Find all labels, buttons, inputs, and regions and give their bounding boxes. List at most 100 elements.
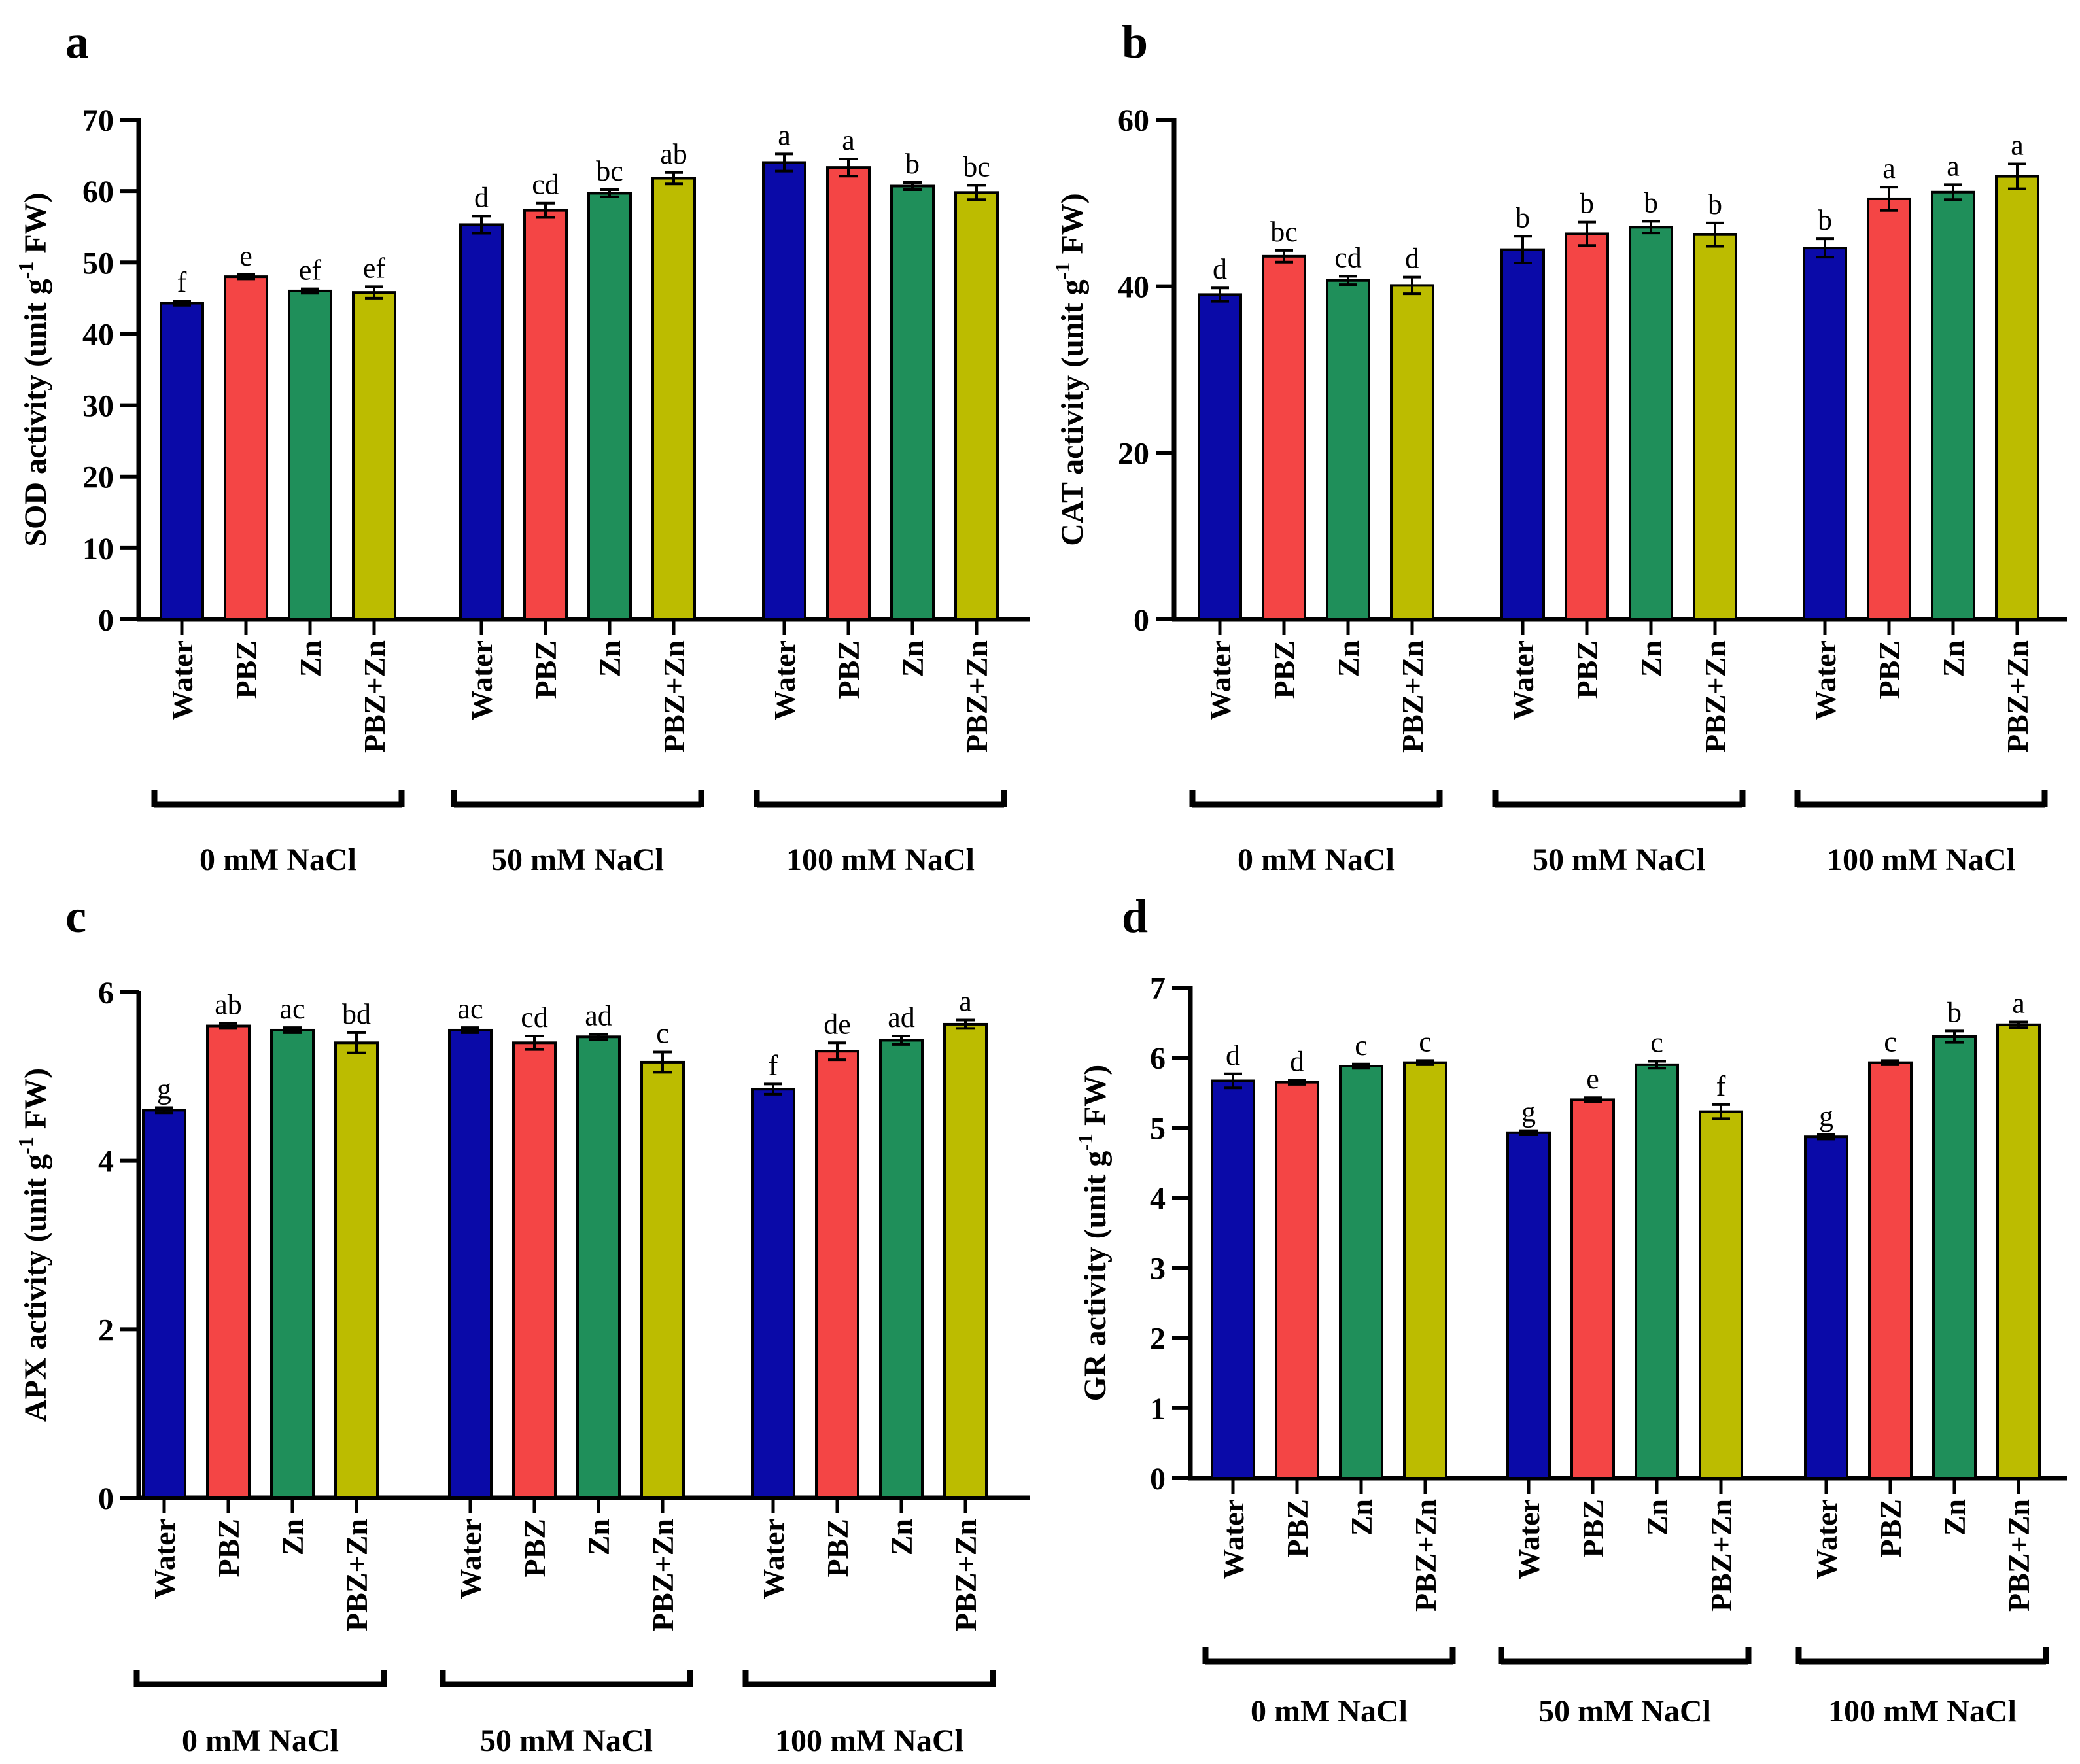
significance-label: ef: [363, 252, 386, 284]
panel-letter: c: [65, 890, 86, 943]
significance-label: bd: [342, 998, 371, 1030]
significance-label: c: [1419, 1026, 1432, 1058]
group-label: 100 mM NaCl: [1828, 1694, 2017, 1729]
bar: [1932, 1035, 1977, 1479]
panel-a: a 0 10 20 30 40 50 60 70 SOD activity (unit g-1 F…: [14, 16, 1030, 877]
bar: [1326, 279, 1370, 621]
category-label: PBZ: [1268, 640, 1301, 699]
category-label: Zn: [885, 1519, 918, 1555]
y-tick-label: 2: [1150, 1322, 1166, 1357]
category-label: PBZ: [529, 640, 563, 699]
significance-label: a: [1882, 152, 1896, 184]
bar: [1500, 248, 1545, 621]
category-label: PBZ+Zn: [1699, 640, 1732, 753]
y-tick-label: 30: [82, 389, 114, 424]
category-label: Zn: [294, 640, 327, 677]
category-label: Water: [454, 1519, 487, 1599]
bar: [512, 1041, 557, 1500]
bar: [1262, 254, 1306, 621]
significance-label: ab: [660, 138, 687, 170]
category-label: Zn: [593, 640, 627, 677]
group-label: 0 mM NaCl: [182, 1723, 339, 1758]
category-label: Zn: [1345, 1499, 1378, 1536]
bar: [943, 1022, 988, 1499]
category-label: Zn: [896, 640, 929, 677]
y-tick-label: 20: [82, 460, 114, 495]
category-label: PBZ: [230, 640, 263, 699]
y-axis-label: SOD activity (unit g-1 FW): [14, 192, 53, 546]
y-tick-label: 40: [1118, 270, 1149, 305]
panel-letter: d: [1122, 890, 1148, 943]
significance-label: cd: [521, 1001, 548, 1033]
category-label: PBZ: [1281, 1499, 1314, 1557]
significance-label: e: [239, 240, 252, 272]
significance-label: c: [1884, 1026, 1897, 1058]
significance-label: ad: [585, 999, 612, 1031]
category-label: PBZ+Zn: [949, 1519, 982, 1631]
significance-label: bc: [1270, 216, 1298, 248]
significance-label: f: [769, 1049, 778, 1081]
significance-label: d: [1290, 1045, 1304, 1077]
bar: [1803, 247, 1847, 621]
category-label: Zn: [1938, 1499, 1971, 1536]
significance-label: f: [1716, 1070, 1726, 1102]
bar: [1629, 226, 1673, 621]
significance-label: ac: [279, 993, 305, 1025]
significance-label: a: [778, 119, 791, 151]
bar: [1211, 1079, 1255, 1479]
bar: [224, 275, 268, 621]
category-label: PBZ+Zn: [1409, 1499, 1442, 1612]
bar: [206, 1024, 251, 1499]
y-tick-label: 0: [1150, 1462, 1166, 1496]
category-label: PBZ+Zn: [1396, 640, 1429, 753]
bar: [459, 223, 504, 621]
category-label: Zn: [276, 1519, 309, 1555]
significance-label: b: [1708, 188, 1722, 220]
significance-label: bc: [963, 150, 990, 182]
group-label: 50 mM NaCl: [1538, 1694, 1711, 1729]
y-tick-label: 5: [1150, 1111, 1166, 1146]
bar: [826, 166, 871, 621]
y-tick-label: 6: [1150, 1041, 1166, 1076]
group-label: 100 mM NaCl: [786, 842, 975, 877]
significance-label: a: [2011, 129, 2024, 161]
y-tick-label: 60: [1118, 103, 1149, 138]
y-axis-label: APX activity (unit g-1 FW): [14, 1068, 53, 1422]
category-label: Water: [148, 1519, 181, 1599]
bar: [1995, 175, 2039, 621]
significance-label: b: [1644, 186, 1658, 218]
category-label: PBZ: [832, 640, 865, 699]
category-label: PBZ+Zn: [646, 1519, 680, 1631]
significance-label: b: [1580, 188, 1594, 220]
category-label: PBZ+Zn: [2002, 1499, 2036, 1612]
bar: [1275, 1081, 1319, 1479]
category-label: Water: [1512, 1499, 1546, 1580]
category-label: Water: [768, 640, 801, 721]
group-label: 0 mM NaCl: [199, 842, 356, 877]
significance-label: b: [1516, 201, 1530, 233]
bar: [448, 1028, 493, 1499]
significance-label: f: [177, 266, 187, 298]
significance-label: cd: [1334, 241, 1362, 273]
bar: [1390, 284, 1434, 621]
category-label: PBZ+Zn: [340, 1519, 373, 1631]
panel-letter: a: [65, 16, 89, 68]
category-label: PBZ: [212, 1519, 245, 1577]
panel-c: c 0 2 4 6 APX activity (unit g-1 FW) g Water ab P…: [14, 890, 1030, 1758]
bar: [1339, 1065, 1383, 1479]
bar: [1699, 1110, 1743, 1479]
bar: [160, 302, 204, 621]
panel-b: b 0 20 40 60 CAT activity (unit g-1 FW) d Water…: [1050, 16, 2067, 877]
significance-label: b: [905, 148, 920, 180]
significance-label: b: [1947, 996, 1962, 1028]
bar: [1198, 293, 1242, 621]
category-label: Water: [165, 640, 199, 721]
bar: [288, 289, 332, 621]
bar: [1931, 190, 1975, 621]
category-label: Water: [465, 640, 498, 721]
category-label: PBZ+Zn: [960, 640, 994, 753]
y-tick-label: 50: [82, 246, 114, 281]
group-label: 100 mM NaCl: [1827, 842, 2015, 877]
category-label: PBZ: [1874, 1499, 1907, 1557]
